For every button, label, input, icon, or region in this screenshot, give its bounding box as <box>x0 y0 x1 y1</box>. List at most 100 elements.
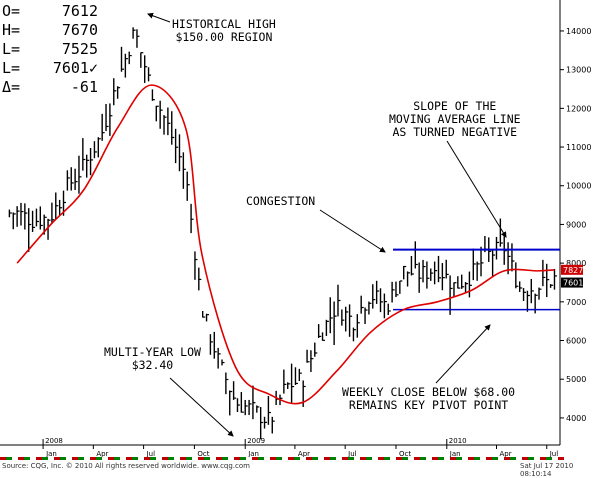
y-tick-label: 11000 <box>566 143 591 152</box>
date-stripe <box>522 457 528 460</box>
year-label: 2009 <box>247 437 265 445</box>
open-value: 7612 <box>61 2 98 20</box>
date-stripe <box>258 457 264 460</box>
date-stripe <box>264 457 270 460</box>
weekly-close-annotation: WEEKLY CLOSE BELOW $68.00 REMAINS KEY PI… <box>342 385 516 412</box>
low-row: L= 7525 <box>2 40 98 59</box>
date-stripe <box>192 457 198 460</box>
date-stripe <box>330 457 336 460</box>
date-stripe <box>408 457 414 460</box>
date-stripe <box>6 457 12 460</box>
y-tick-label: 5000 <box>566 375 586 384</box>
y-axis: 4000 5000 6000 7000 8000 9000 10000 11000 12000 1… <box>560 27 591 423</box>
open-label: O= <box>2 2 21 20</box>
date-stripe <box>126 457 132 460</box>
date-stripe <box>198 457 204 460</box>
date-stripe <box>108 457 114 460</box>
date-stripe <box>342 457 348 460</box>
date-stripe <box>336 457 342 460</box>
date-stripe <box>384 457 390 460</box>
last-price-box <box>561 277 583 288</box>
date-stripe <box>318 457 324 460</box>
date-stripe <box>474 457 480 460</box>
date-stripe <box>390 457 396 460</box>
date-stripe <box>546 457 552 460</box>
x-tick-label: Jul <box>146 450 156 458</box>
date-stripe <box>372 457 378 460</box>
year-label: 2010 <box>449 437 467 445</box>
date-stripe <box>534 457 540 460</box>
annotation-arrow <box>169 377 234 437</box>
date-stripe <box>396 457 402 460</box>
date-stripe <box>42 457 48 460</box>
date-stripe <box>180 457 186 460</box>
change-label: Δ= <box>2 78 21 96</box>
date-stripe <box>402 457 408 460</box>
date-stripe <box>276 457 282 460</box>
x-tick-label: Oct <box>399 450 411 458</box>
date-stripe <box>162 457 168 460</box>
date-stripe <box>0 457 6 460</box>
date-stripe <box>252 457 258 460</box>
last-price-label: 7601 <box>563 279 583 288</box>
ma-price-box <box>561 264 583 275</box>
x-tick-label: Apr <box>499 450 511 458</box>
date-stripe <box>222 457 228 460</box>
date-stripe <box>186 457 192 460</box>
y-tick-label: 10000 <box>566 182 591 191</box>
last-price-labels: 7827 7601 <box>561 264 583 288</box>
date-stripe <box>462 457 468 460</box>
date-stripe <box>36 457 42 460</box>
date-stripe <box>498 457 504 460</box>
date-stripe <box>204 457 210 460</box>
date-stripe <box>528 457 534 460</box>
date-stripe <box>234 457 240 460</box>
open-row: O= 7612 <box>2 2 98 21</box>
date-stripe <box>456 457 462 460</box>
x-tick-label: Jan <box>247 450 259 458</box>
date-stripe <box>66 457 72 460</box>
moving-average <box>16 84 555 405</box>
historical-high-annotation: HISTORICAL HIGH $150.00 REGION <box>172 17 276 44</box>
date-stripe <box>12 457 18 460</box>
moving-average-line <box>16 84 555 405</box>
low-value: 7525 <box>61 40 98 58</box>
date-stripe <box>420 457 426 460</box>
date-stripe <box>270 457 276 460</box>
annotation-arrow <box>446 140 507 238</box>
ohlc-readout: O= 7612 H= 7670 L= 7525 L= 7601✓ Δ= -61 <box>2 2 98 97</box>
x-tick-label: Jan <box>449 450 461 458</box>
date-stripe <box>552 457 558 460</box>
date-stripe <box>324 457 330 460</box>
date-stripe <box>48 457 54 460</box>
date-stripe <box>288 457 294 460</box>
date-stripe <box>450 457 456 460</box>
date-stripe <box>78 457 84 460</box>
y-tick-label: 14000 <box>566 27 591 36</box>
low-label: L= <box>2 40 21 58</box>
date-stripe <box>366 457 372 460</box>
date-stripe <box>510 457 516 460</box>
date-stripe <box>444 457 450 460</box>
annotation-arrow <box>147 12 171 23</box>
last-row: L= 7601✓ <box>2 59 98 78</box>
x-axis: Jan Apr Jul Oct Jan Apr Jul Oct Jan Apr Jul 2008 200… <box>0 437 564 460</box>
last-label: L= <box>2 59 21 77</box>
date-stripe <box>210 457 216 460</box>
date-stripe <box>18 457 24 460</box>
date-stripe <box>54 457 60 460</box>
date-stripe <box>240 457 246 460</box>
high-label: H= <box>2 21 21 39</box>
date-stripe <box>414 457 420 460</box>
y-tick-label: 13000 <box>566 66 591 75</box>
date-stripe <box>306 457 312 460</box>
date-stripe <box>480 457 486 460</box>
date-stripe <box>132 457 138 460</box>
y-tick-label: 7000 <box>566 298 586 307</box>
date-stripe <box>354 457 360 460</box>
last-value: 7601✓ <box>52 59 98 77</box>
congestion-annotation: CONGESTION <box>246 194 316 208</box>
date-stripe <box>516 457 522 460</box>
date-stripe <box>30 457 36 460</box>
annotation-arrows <box>147 12 507 437</box>
